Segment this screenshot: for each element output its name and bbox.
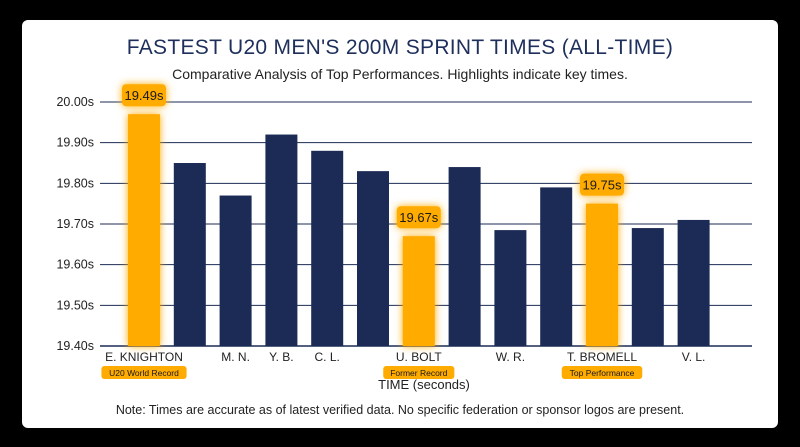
bar [173, 163, 206, 346]
annotation-label: U20 World Record [109, 368, 179, 378]
y-tick-label: 19.80s [56, 176, 94, 190]
bar [357, 171, 389, 346]
x-axis-labels: E. KNIGHTON U20 World Record M. N. Y. B. C. … [101, 350, 705, 379]
highlight-bar [402, 236, 435, 346]
value-badge [122, 84, 166, 107]
y-tick-label: 20.00s [56, 95, 94, 109]
annotation-label: Top Performance [570, 368, 635, 378]
y-tick-label: 19.70s [56, 217, 94, 231]
bar [265, 134, 298, 346]
x-tick-label: W. R. [496, 350, 525, 364]
y-tick-label: 19.50s [56, 298, 94, 312]
y-tick-label: 19.90s [56, 136, 94, 150]
value-badge [580, 173, 624, 196]
y-tick-label: 19.60s [56, 258, 94, 272]
bars: 19.49s 19.67s 19.75s [122, 84, 710, 346]
x-tick-label: E. KNIGHTON [105, 350, 183, 364]
y-tick-label: 19.40s [56, 339, 94, 353]
chart-card: FASTEST U20 MEN'S 200M SPRINT TIMES (ALL… [22, 20, 778, 428]
data-label: 19.49s [124, 88, 164, 103]
x-tick-label: Y. B. [269, 350, 293, 364]
bar [311, 150, 344, 346]
value-badge [396, 206, 441, 229]
x-axis-title: TIME (seconds) [378, 377, 470, 392]
footnote: Note: Times are accurate as of latest ve… [115, 403, 685, 417]
y-axis-ticks: 19.40s 19.50s 19.60s 19.70s 19.80s 19.90s 20.0… [56, 95, 94, 353]
x-tick-label: M. N. [221, 350, 250, 364]
bar [494, 230, 527, 346]
bar [677, 219, 710, 346]
bar-chart: 19.40s 19.50s 19.60s 19.70s 19.80s 19.90s 20.0… [56, 84, 752, 392]
x-tick-label: V. L. [682, 350, 706, 364]
x-tick-label: C. L. [315, 350, 340, 364]
chart-subtitle: Comparative Analysis of Top Performances… [172, 66, 628, 82]
x-tick-label: U. BOLT [396, 350, 442, 364]
annotation-tag [383, 366, 455, 379]
x-tick-label: T. BROMELL [567, 350, 637, 364]
chart-title: FASTEST U20 MEN'S 200M SPRINT TIMES (ALL… [126, 36, 674, 59]
data-label: 19.67s [399, 210, 439, 225]
bar [448, 167, 481, 346]
bar [631, 228, 664, 346]
highlight-bar [128, 114, 160, 346]
data-label: 19.75s [582, 178, 622, 193]
annotation-tag [561, 366, 643, 379]
annotation-tag [101, 366, 187, 379]
bar [540, 187, 573, 346]
bar [219, 195, 252, 346]
highlight-bar [586, 203, 618, 346]
annotation-label: Former Record [390, 368, 447, 378]
